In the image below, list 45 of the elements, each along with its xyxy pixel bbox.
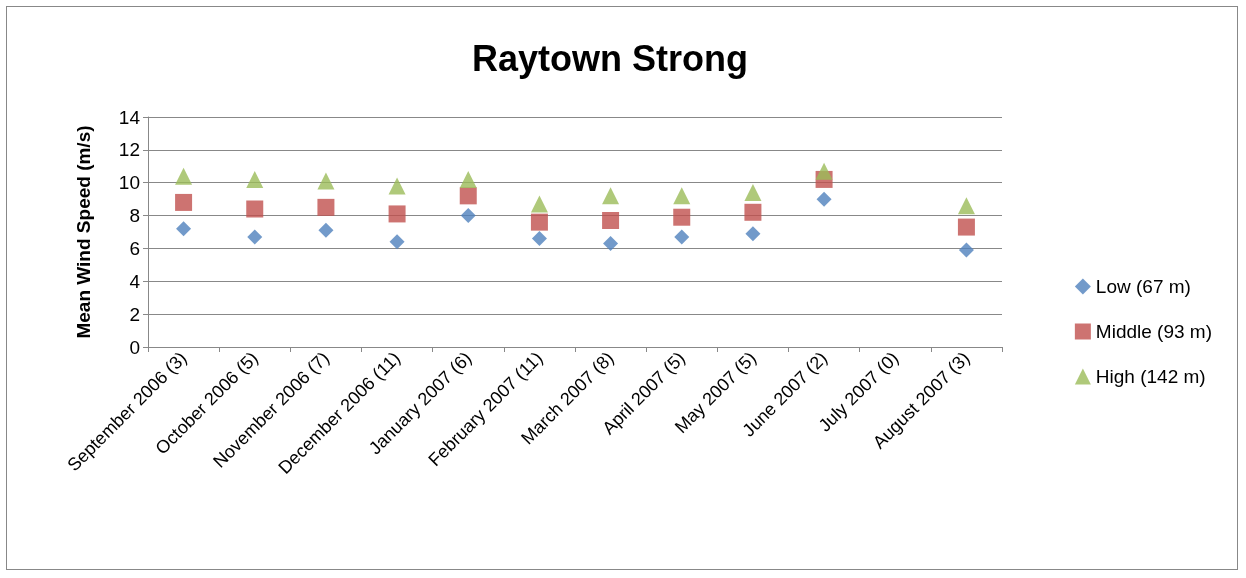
point	[957, 197, 975, 215]
legend-label: Low (67 m)	[1095, 276, 1191, 297]
point	[530, 195, 548, 213]
point	[459, 170, 477, 188]
point	[318, 222, 334, 238]
point	[388, 177, 406, 195]
point	[247, 229, 263, 245]
y-tick-label: 8	[129, 205, 140, 227]
point	[246, 170, 264, 188]
point	[317, 198, 335, 216]
point	[602, 187, 620, 205]
point	[460, 208, 476, 224]
point	[745, 226, 761, 242]
point	[744, 184, 762, 202]
point	[176, 221, 192, 237]
y-tick-label: 12	[118, 139, 140, 161]
y-tick-label: 14	[118, 106, 141, 128]
legend-label: Middle (93 m)	[1095, 321, 1213, 342]
point	[816, 191, 832, 207]
point	[317, 172, 335, 190]
point	[175, 167, 193, 185]
point	[958, 242, 974, 258]
y-tick-label: 0	[129, 336, 140, 358]
point	[957, 218, 975, 236]
point	[673, 187, 691, 205]
point	[246, 200, 264, 218]
point	[389, 234, 405, 250]
point	[674, 229, 690, 245]
point	[459, 187, 477, 205]
point	[603, 236, 619, 251]
point	[815, 162, 833, 180]
y-axis-title: Mean Wind Speed (m/s)	[73, 125, 94, 339]
y-tick-label: 4	[129, 270, 141, 292]
legend-label: High (142 m)	[1095, 366, 1206, 387]
point	[602, 212, 620, 229]
point	[744, 203, 762, 221]
y-tick-label: 6	[129, 237, 140, 259]
point	[530, 213, 548, 231]
y-tick-label: 10	[118, 172, 140, 194]
chart-title: Raytown Strong	[472, 37, 748, 79]
point	[175, 193, 193, 211]
point	[531, 231, 547, 247]
point	[388, 205, 406, 223]
point	[673, 208, 691, 226]
y-tick-label: 2	[129, 303, 140, 325]
